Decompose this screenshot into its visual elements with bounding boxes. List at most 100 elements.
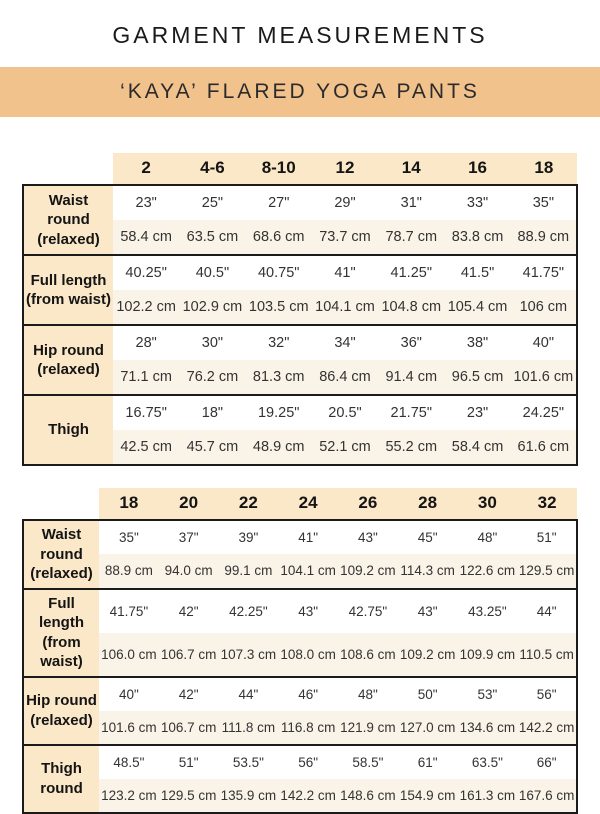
measurement-cell: 51" [536, 530, 557, 546]
measurement-cell: 33" [466, 195, 489, 211]
measurement-cell: 44" [218, 675, 279, 711]
size-header: 8-10 [245, 153, 312, 185]
measurement-cell: 104.1 cm [311, 290, 379, 325]
measurement-cell: 101.6 cm [510, 360, 577, 395]
measurement-cell: 94.0 cm [158, 554, 219, 589]
measurement-cell: 129.5 cm [517, 554, 577, 589]
measurement-cell: 127.0 cm [397, 710, 458, 745]
size-header: 30 [457, 488, 518, 520]
measurement-cell: 96.5 cm [444, 360, 511, 395]
row-label-full-length: Full length (from waist) [23, 254, 113, 325]
measurement-cell: 135.9 cm [218, 778, 279, 813]
size-header: 18 [99, 488, 159, 520]
measurement-cell: 167.6 cm [517, 778, 577, 813]
measurement-cell: 68.6 cm [245, 220, 312, 255]
row-label-hip: Hip round (relaxed) [23, 675, 99, 745]
measurement-row-inches: Full length (from waist) 40.25" 40.5" 40… [23, 254, 577, 325]
row-label-thigh: Thigh round [23, 743, 99, 813]
size-header: 28 [397, 488, 458, 520]
measurement-cell: 114.3 cm [397, 554, 458, 589]
measurement-cell: 42.75" [338, 587, 398, 633]
measurement-cell: 142.2 cm [517, 710, 577, 745]
measurement-cell: 41.75" [510, 254, 577, 290]
measurements-table-2: 18 20 22 24 26 28 30 32 Waist round (rel… [22, 488, 578, 814]
measurement-cell: 41.75" [99, 587, 159, 633]
measurement-cell: 23" [135, 195, 157, 211]
size-header: 4-6 [179, 153, 246, 185]
measurement-cell: 161.3 cm [457, 778, 518, 813]
measurement-cell: 34" [311, 324, 379, 360]
measurement-cell: 121.9 cm [338, 710, 398, 745]
measurement-row-cm: 101.6 cm 106.7 cm 111.8 cm 116.8 cm 121.… [23, 710, 577, 745]
measurement-row-cm: 58.4 cm 63.5 cm 68.6 cm 73.7 cm 78.7 cm … [23, 220, 577, 255]
measurement-cell: 88.9 cm [99, 554, 159, 589]
size-header: 24 [278, 488, 338, 520]
size-header: 22 [218, 488, 279, 520]
measurement-cell: 122.6 cm [457, 554, 518, 589]
measurement-cell: 107.3 cm [218, 632, 279, 677]
measurement-cell: 134.6 cm [457, 710, 518, 745]
measurement-cell: 48" [338, 675, 398, 711]
measurement-cell: 35" [118, 530, 139, 546]
measurement-cell: 102.9 cm [179, 290, 246, 325]
measurement-cell: 31" [400, 195, 422, 211]
measurement-cell: 108.6 cm [338, 632, 398, 677]
measurement-cell: 148.6 cm [338, 778, 398, 813]
measurement-cell: 142.2 cm [278, 778, 338, 813]
measurement-cell: 99.1 cm [218, 554, 279, 589]
measurement-cell: 78.7 cm [378, 220, 445, 255]
measurement-cell: 43" [397, 587, 458, 633]
measurement-cell: 52.1 cm [311, 430, 379, 465]
row-label-hip: Hip round (relaxed) [23, 324, 113, 395]
size-header: 14 [378, 153, 445, 185]
size-header-row: 18 20 22 24 26 28 30 32 [23, 488, 577, 520]
measurement-cell: 43.25" [457, 587, 518, 633]
measurement-cell: 106.7 cm [158, 710, 219, 745]
measurement-cell: 40" [99, 675, 159, 711]
measurement-cell: 103.5 cm [245, 290, 312, 325]
size-table-plus-sizes: 18 20 22 24 26 28 30 32 Waist round (rel… [22, 488, 578, 814]
measurement-cell: 24.25" [510, 394, 577, 430]
measurement-cell: 36" [378, 324, 445, 360]
size-header: 2 [113, 153, 180, 185]
measurement-cell: 111.8 cm [218, 710, 279, 745]
measurement-cell: 108.0 cm [278, 632, 338, 677]
measurement-cell: 56" [517, 675, 577, 711]
measurement-cell: 41" [298, 530, 319, 546]
measurement-cell: 53.5" [218, 743, 279, 779]
measurement-cell: 86.4 cm [311, 360, 379, 395]
measurement-cell: 45.7 cm [179, 430, 246, 465]
measurement-cell: 101.6 cm [99, 710, 159, 745]
row-label-full-length: Full length (from waist) [23, 587, 99, 677]
measurement-row-inches: Thigh round 48.5" 51" 53.5" 56" 58.5" 61… [23, 743, 577, 813]
measurement-cell: 43" [357, 530, 378, 546]
measurement-cell: 55.2 cm [378, 430, 445, 465]
measurement-cell: 102.2 cm [113, 290, 180, 325]
measurement-cell: 21.75" [378, 394, 445, 430]
measurement-cell: 42.5 cm [113, 430, 180, 465]
measurement-cell: 23" [444, 394, 511, 430]
page-title: GARMENT MEASUREMENTS [112, 22, 488, 48]
measurement-row-inches: Thigh 16.75" 18" 19.25" 20.5" 21.75" 23"… [23, 394, 577, 465]
measurement-cell: 73.7 cm [311, 220, 379, 255]
measurement-cell: 25" [201, 195, 224, 211]
size-header: 26 [338, 488, 398, 520]
measurement-cell: 35" [532, 195, 554, 211]
measurement-cell: 40.5" [179, 254, 246, 290]
measurement-cell: 40.75" [245, 254, 312, 290]
measurement-cell: 51" [158, 743, 219, 779]
measurement-cell: 53" [457, 675, 518, 711]
measurement-cell: 105.4 cm [444, 290, 511, 325]
measurement-cell: 37" [178, 530, 199, 546]
measurement-cell: 61.6 cm [510, 430, 577, 465]
row-label-thigh: Thigh [23, 394, 113, 465]
row-label-waist: Waist round (relaxed) [23, 185, 113, 255]
measurement-cell: 29" [334, 195, 356, 211]
measurement-cell: 71.1 cm [113, 360, 180, 395]
corner-cell [23, 488, 99, 520]
measurement-cell: 58.5" [338, 743, 398, 779]
size-header: 18 [510, 153, 577, 185]
measurement-cell: 109.2 cm [397, 632, 458, 677]
measurement-row-cm: 42.5 cm 45.7 cm 48.9 cm 52.1 cm 55.2 cm … [23, 430, 577, 465]
